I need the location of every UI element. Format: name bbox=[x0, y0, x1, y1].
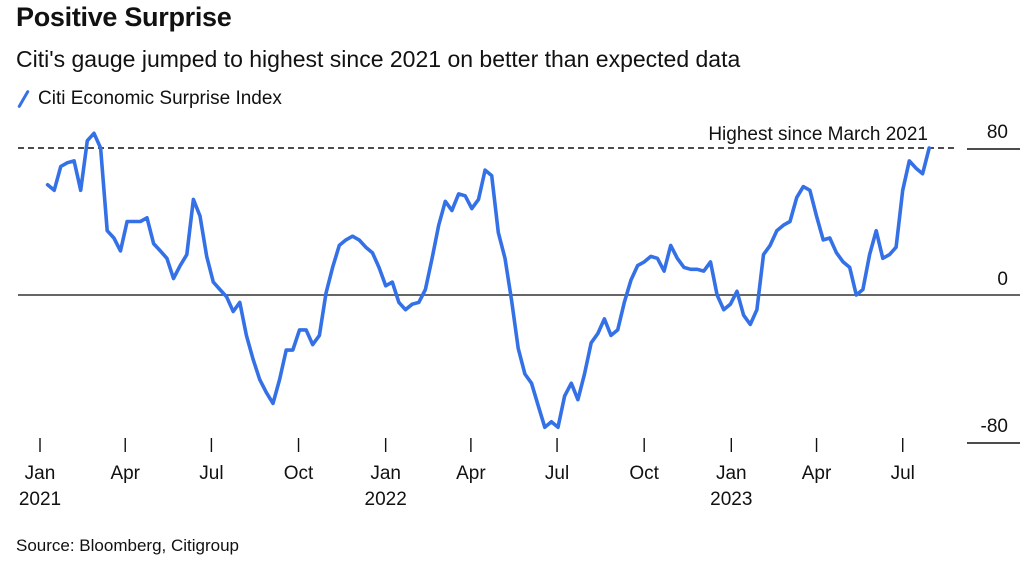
x-tick-year-label: 2021 bbox=[19, 489, 61, 510]
x-tick-label: Jan bbox=[716, 463, 747, 484]
y-tick-label: 80 bbox=[987, 122, 1008, 143]
x-tick-label: Jul bbox=[891, 463, 915, 484]
x-tick-year-label: 2022 bbox=[365, 489, 407, 510]
source-note: Source: Bloomberg, Citigroup bbox=[16, 536, 240, 555]
chart-subtitle: Citi's gauge jumped to highest since 202… bbox=[16, 46, 741, 72]
x-tick-label: Oct bbox=[284, 463, 314, 484]
x-tick-label: Apr bbox=[456, 463, 486, 484]
x-tick-label: Oct bbox=[629, 463, 659, 484]
chart-title: Positive Surprise bbox=[16, 2, 232, 32]
x-tick-label: Jan bbox=[25, 463, 56, 484]
series-line bbox=[45, 131, 932, 430]
x-tick-label: Jul bbox=[545, 463, 569, 484]
x-tick-year-label: 2023 bbox=[710, 489, 752, 510]
x-tick-label: Jul bbox=[199, 463, 223, 484]
legend: Citi Economic Surprise Index bbox=[16, 88, 282, 110]
legend-label: Citi Economic Surprise Index bbox=[38, 88, 282, 109]
y-tick-label: 0 bbox=[997, 269, 1008, 290]
x-tick-label: Jan bbox=[370, 463, 401, 484]
annotation-label: Highest since March 2021 bbox=[708, 124, 928, 145]
y-tick-label: -80 bbox=[981, 416, 1008, 437]
x-tick-label: Apr bbox=[110, 463, 140, 484]
x-tick-label: Apr bbox=[802, 463, 832, 484]
marks bbox=[45, 131, 932, 430]
axes: Highest since March 2021 80 0 -80 Jan 2021 Apr… bbox=[18, 122, 1020, 510]
